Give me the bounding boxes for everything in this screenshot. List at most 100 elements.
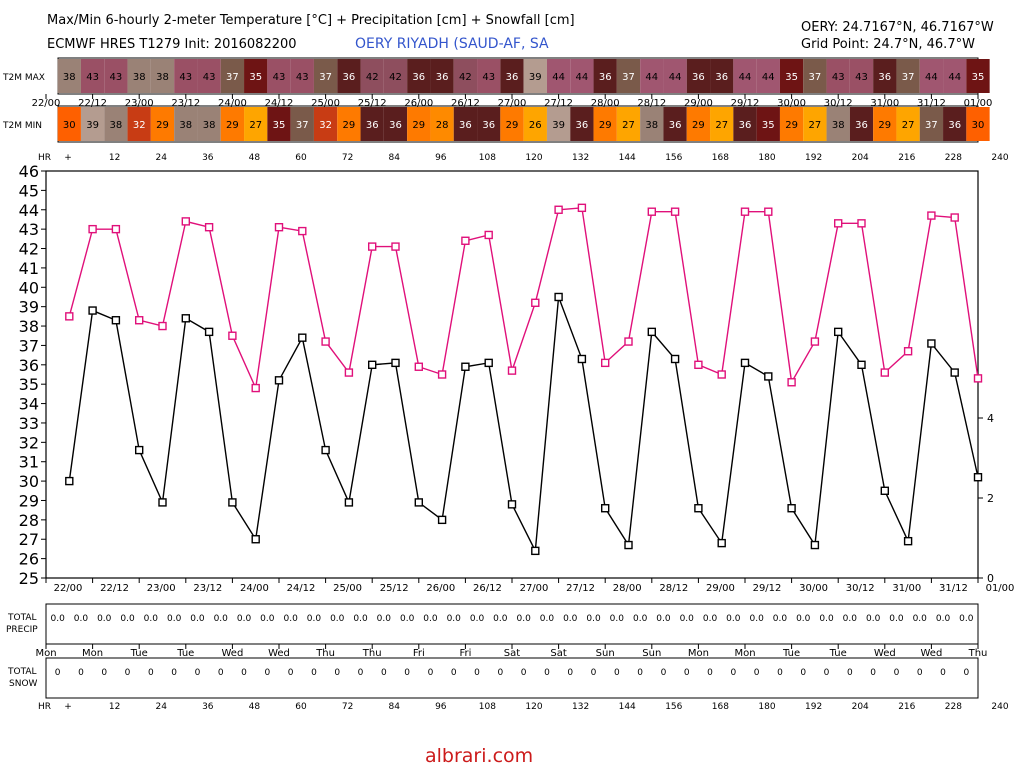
date-tick-label: 30/00 xyxy=(777,98,806,109)
max-temp-point xyxy=(298,226,307,236)
hr-row-top-value: 96 xyxy=(435,153,447,163)
t2m-max-value: 43 xyxy=(296,72,309,83)
hr-row-bottom-value: 120 xyxy=(525,702,542,712)
day-tick-label: Mon xyxy=(82,648,103,659)
precip-value: 0.0 xyxy=(540,614,555,624)
max-temp-point xyxy=(437,370,447,379)
min-temp-point xyxy=(204,327,214,337)
t2m-max-cell xyxy=(104,59,128,93)
date-tick-label: 27/00 xyxy=(498,98,527,109)
precip-value: 0.0 xyxy=(703,614,718,624)
y-tick-label: 35 xyxy=(19,375,39,394)
max-temp-point xyxy=(368,242,377,251)
t2m-min-cell xyxy=(873,107,897,141)
t2m-min-cell xyxy=(966,107,990,141)
max-temp-line xyxy=(68,207,979,391)
precip-value: 0.0 xyxy=(493,614,508,624)
t2m-min-cell xyxy=(290,107,314,141)
t2m-max-value: 36 xyxy=(692,72,705,83)
precip-value: 0.0 xyxy=(749,614,764,624)
precip-value: 0.0 xyxy=(74,614,89,624)
precip-value: 0.0 xyxy=(330,614,345,624)
day-tick-label: Sun xyxy=(642,648,661,659)
hr-row-bottom-label: HR xyxy=(38,702,51,712)
max-temp-point xyxy=(717,370,726,379)
y-tick-label: 43 xyxy=(19,220,39,239)
t2m-max-cell xyxy=(523,59,547,93)
t2m-min-value: 29 xyxy=(156,120,169,131)
chart-title: Max/Min 6-hourly 2-meter Temperature [°C… xyxy=(47,13,575,28)
t2m-min-value: 36 xyxy=(366,120,379,131)
date-tick-label: 22/12 xyxy=(78,98,107,109)
t2m-max-value: 36 xyxy=(343,72,356,83)
day-tick-label: Tue xyxy=(130,648,148,659)
t2m-max-value: 35 xyxy=(249,72,262,83)
t2m-max-cell xyxy=(616,59,641,93)
min-temp-point xyxy=(670,354,680,364)
precip-value: 0.0 xyxy=(50,614,65,624)
hr-row-top-value: 156 xyxy=(665,153,682,163)
t2m-max-value: 38 xyxy=(133,72,146,83)
max-temp-point xyxy=(624,337,633,346)
hr-row-bottom-value: 72 xyxy=(342,702,353,712)
precip-value: 0.0 xyxy=(167,614,182,624)
max-temp-point xyxy=(531,298,540,307)
snow-value: 0 xyxy=(684,668,690,678)
t2m-max-cell xyxy=(57,59,81,93)
day-tick-label: Mon xyxy=(688,648,709,659)
t2m-min-value: 36 xyxy=(389,120,402,131)
t2m-min-value: 29 xyxy=(692,120,705,131)
y-tick-label: 44 xyxy=(19,201,39,220)
max-temp-point xyxy=(321,337,330,346)
y-tick-label: 37 xyxy=(19,336,39,355)
hr-row-bottom-value: 132 xyxy=(572,702,589,712)
min-temp-point xyxy=(810,540,820,550)
t2m-max-value: 37 xyxy=(809,72,822,83)
hr-row-bottom-value: 240 xyxy=(991,702,1008,712)
hr-row-top-value: 240 xyxy=(991,153,1008,163)
max-temp-point xyxy=(88,224,97,234)
snow-value: 0 xyxy=(474,668,480,678)
t2m-min-cell xyxy=(919,107,944,141)
date-tick-label: 22/00 xyxy=(32,98,61,109)
day-tick-label: Wed xyxy=(874,648,896,659)
hr-row-top-value: 108 xyxy=(479,153,496,163)
max-temp-point xyxy=(670,207,680,216)
t2m-min-cell xyxy=(220,107,245,141)
t2m-min-value: 36 xyxy=(576,120,589,131)
min-temp-line xyxy=(68,296,979,554)
x-tick-label: 28/12 xyxy=(659,583,688,594)
t2m-max-cell xyxy=(500,59,524,93)
t2m-max-value: 44 xyxy=(669,72,682,83)
max-temp-point xyxy=(228,331,237,340)
hr-row-bottom-value: 24 xyxy=(155,702,167,712)
t2m-min-cell xyxy=(593,107,617,141)
t2m-min-value: 29 xyxy=(599,120,612,131)
precip-value: 0.0 xyxy=(959,614,974,624)
t2m-max-value: 37 xyxy=(622,72,635,83)
t2m-min-cell xyxy=(407,107,431,141)
max-temp-point xyxy=(857,219,866,228)
t2m-min-value: 26 xyxy=(529,120,542,131)
t2m-max-cell xyxy=(570,59,594,93)
hr-row-bottom-value: 48 xyxy=(249,702,261,712)
min-temp-point xyxy=(65,476,74,486)
x-tick-label: 31/00 xyxy=(892,583,921,594)
t2m-min-cell xyxy=(779,107,804,141)
snow-value: 0 xyxy=(661,668,667,678)
t2m-max-value: 36 xyxy=(599,72,612,83)
x-tick-label: 23/12 xyxy=(193,583,222,594)
hr-row-top-value: 12 xyxy=(109,153,120,163)
precip-value: 0.0 xyxy=(144,614,159,624)
t2m-max-cell xyxy=(919,59,944,93)
hr-row-bottom-value: 216 xyxy=(898,702,915,712)
t2m-min-cell xyxy=(313,107,338,141)
y-tick-label: 40 xyxy=(19,278,39,297)
min-temp-point xyxy=(787,504,796,513)
max-temp-point xyxy=(973,374,983,383)
t2m-min-cell xyxy=(267,107,291,141)
precip-value: 0.0 xyxy=(889,614,904,624)
precip-value: 0.0 xyxy=(237,614,252,624)
min-temp-point xyxy=(764,372,773,381)
